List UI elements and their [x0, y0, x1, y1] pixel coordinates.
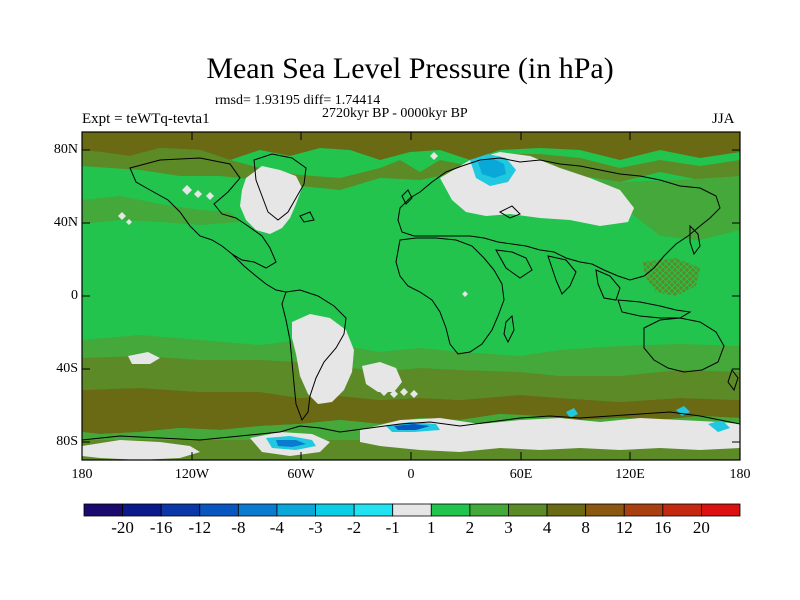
coast-central-america — [231, 253, 287, 293]
coast-north-america — [129, 157, 277, 269]
field-white-ross — [82, 440, 200, 460]
colorbar-swatch — [199, 503, 239, 517]
coast-south-america — [281, 289, 347, 422]
coast-arctic-islands — [299, 205, 521, 223]
coast-africa — [395, 237, 505, 355]
colorbar-label: 8 — [581, 518, 590, 537]
colorbar-label: -4 — [269, 518, 284, 537]
field-white-samerica — [292, 314, 354, 404]
coast-se-asia — [595, 269, 692, 319]
colorbar-swatch — [353, 503, 394, 517]
colorbar-label: 3 — [504, 518, 513, 537]
lon-label-120e: 120E — [615, 467, 645, 482]
colorbar-label: -3 — [308, 518, 323, 537]
coast-antarctica — [82, 411, 740, 441]
field-hatch-asia — [642, 258, 700, 296]
colorbar-label: 1 — [427, 518, 436, 537]
field-white-greenland — [240, 166, 302, 234]
lon-label-120w: 120W — [174, 467, 210, 482]
colorbar-swatch — [623, 503, 664, 517]
colorbar-label: -16 — [149, 518, 173, 537]
colorbar-swatch — [469, 503, 509, 517]
field-diamonds-s — [380, 388, 418, 398]
colorbar-swatch — [276, 503, 316, 517]
colorbar-swatch — [237, 503, 278, 517]
field-white-antarctica — [360, 418, 740, 452]
field-blue-barents — [478, 158, 506, 178]
lat-label-40n: 40N — [53, 215, 78, 230]
colorbar-swatch — [508, 503, 548, 517]
colorbar-label: -1 — [385, 518, 400, 537]
lon-label-60w: 60W — [287, 467, 315, 482]
field-white-pac — [128, 352, 160, 364]
colorbar-label: 12 — [615, 518, 633, 537]
colorbar-label: 2 — [465, 518, 475, 537]
lat-label-40s: 40S — [56, 361, 78, 376]
lon-ticks — [81, 132, 741, 460]
period-line: 2720kyr BP - 0000kyr BP — [322, 106, 468, 121]
pressure-field — [82, 132, 740, 460]
field-north-olive — [82, 132, 740, 160]
field-cyan-ant4 — [566, 408, 578, 418]
field-cyan-ant2 — [708, 420, 730, 432]
colorbar-label: -2 — [347, 518, 362, 537]
colorbar-swatch — [701, 503, 741, 517]
coast-australia — [643, 317, 725, 373]
field-white-africa-s — [362, 362, 402, 392]
coast-madagascar — [503, 314, 515, 344]
lat-label-80n: 80N — [53, 142, 78, 157]
lat-label-80s: 80S — [56, 434, 78, 449]
colorbar-swatch — [430, 503, 471, 517]
colorbar-swatch — [122, 503, 162, 517]
colorbar-label: -20 — [111, 518, 134, 537]
coast-british-isles — [401, 189, 413, 205]
map-title: Mean Sea Level Pressure (in hPa) — [206, 52, 614, 85]
lon-label-0: 0 — [407, 467, 415, 482]
field-blue-weddell — [276, 440, 306, 447]
colorbar-swatch — [546, 503, 587, 517]
lon-label-180e: 180 — [729, 467, 751, 482]
colorbar-label: 20 — [692, 518, 710, 537]
colorbar-swatch — [662, 503, 702, 517]
stats-line: rmsd= 1.93195 diff= 1.74414 — [215, 93, 381, 108]
coast-greenland — [253, 153, 307, 221]
colorbar-label: -8 — [231, 518, 246, 537]
lon-label-60e: 60E — [509, 467, 533, 482]
coast-new-zealand — [727, 368, 739, 392]
field-blue-ant1 — [394, 424, 430, 430]
colorbar-swatch — [315, 503, 355, 517]
lat-ticks — [82, 149, 740, 443]
colorbar-label: 16 — [654, 518, 672, 537]
colorbar-swatch — [83, 503, 123, 517]
coast-arabia-india — [495, 249, 577, 295]
coastlines — [82, 153, 740, 441]
lon-label-180w: 180 — [71, 467, 93, 482]
field-s-oliveband — [82, 356, 740, 402]
colorbar — [83, 503, 741, 517]
field-s-darkband — [82, 388, 740, 434]
field-north-olive2 — [82, 148, 740, 190]
experiment-label: Expt = teWTq-tevta1 — [82, 111, 210, 127]
coast-europe-asia — [397, 157, 721, 281]
colorbar-swatch — [160, 503, 201, 517]
coast-japan — [689, 224, 701, 256]
colorbar-label: 4 — [542, 518, 552, 537]
colorbar-swatch — [392, 503, 432, 517]
lat-label-0: 0 — [71, 288, 78, 303]
field-s-midband — [82, 335, 740, 376]
season-label: JJA — [712, 111, 735, 127]
colorbar-label: -12 — [188, 518, 212, 537]
colorbar-swatch — [585, 503, 625, 517]
